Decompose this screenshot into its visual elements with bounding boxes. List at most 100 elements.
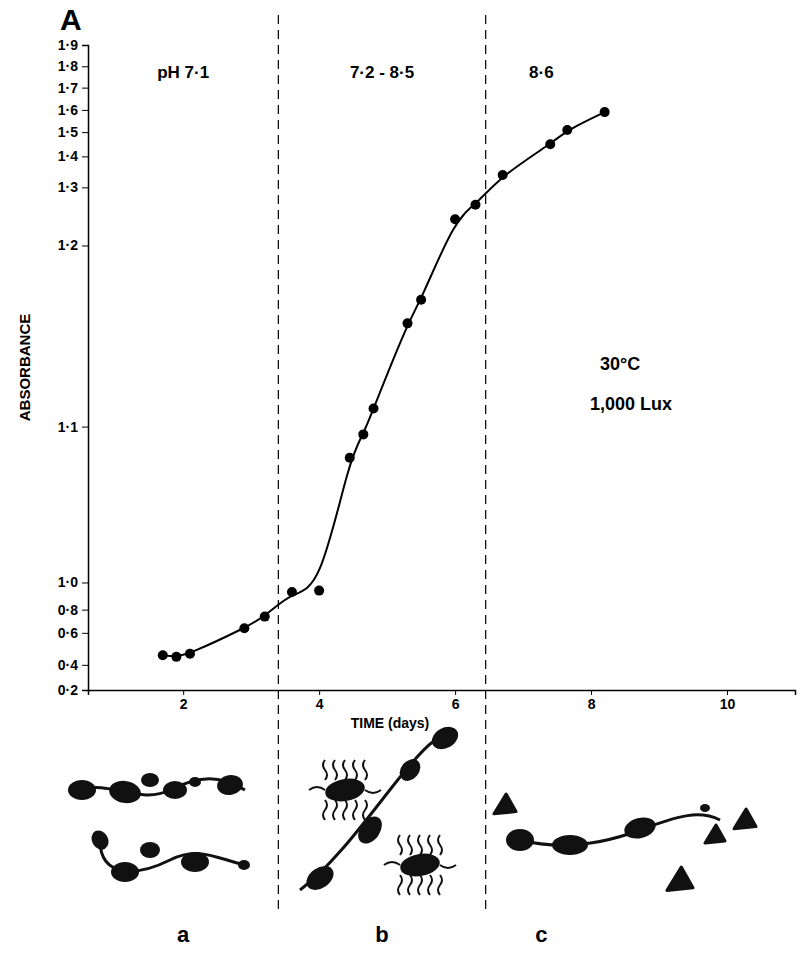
x-tick: 4 [316,690,324,712]
data-point [450,214,460,224]
cell [552,835,588,855]
y-tick-label: 0·2 [58,682,78,698]
plot-area [158,107,610,662]
flagellum [333,800,337,820]
flagellum [398,835,402,855]
cell [88,827,112,852]
y-tick-mark [82,582,88,583]
flagellum [343,800,347,820]
x-axis-title: TIME (days) [351,715,430,731]
y-tick-mark [82,88,88,89]
data-point [600,107,610,117]
y-tick-mark [82,187,88,188]
cell [141,773,159,787]
cell [700,804,710,812]
y-tick-label: 1·8 [58,58,78,74]
x-tick-label: 6 [452,696,460,712]
data-point [369,403,379,413]
y-tick: 0·6 [58,625,88,641]
flagellum [323,760,327,780]
y-axis: 0·2 0·4 0·6 0·8 1·0 1·1 1·2 1·3 1·4 1·5 1·6 1·7 1·8 1… [58,37,89,698]
y-tick-mark [82,690,88,691]
data-point [287,587,297,597]
y-tick-label: 0·8 [58,602,78,618]
flagellum [323,800,327,820]
y-tick: 1·2 [58,237,88,253]
hypha [520,815,720,845]
y-tick-mark [82,633,88,634]
y-tick: 1·5 [58,124,88,140]
data-point [562,125,572,135]
y-axis-title: ABSORBANCE [16,314,33,422]
flagellum [333,760,337,780]
cell [189,777,201,787]
flagellum [418,875,422,895]
chart: 0·2 0·4 0·6 0·8 1·0 1·1 1·2 1·3 1·4 1·5 1·6 1·7 1·8 1… [0,0,802,953]
y-tick: 1·9 [58,37,88,53]
y-tick-mark [82,66,88,67]
y-tick-label: 1·7 [58,80,78,96]
y-tick-label: 0·6 [58,625,78,641]
y-tick-mark [82,110,88,111]
y-tick-mark [82,427,88,428]
x-axis: 2 4 6 8 10 [89,690,796,712]
y-tick: 0·4 [58,657,88,673]
data-point [545,139,555,149]
data-point [260,612,270,622]
data-point [158,650,168,660]
x-tick-mark [727,690,728,695]
cell [734,809,756,829]
y-tick-label: 1·9 [58,37,78,53]
x-tick-mark [455,690,456,695]
flagellum [408,835,412,855]
cell [238,860,250,870]
data-point [498,170,508,180]
data-point [345,453,355,463]
flagellum [418,835,422,855]
y-tick-label: 1·4 [58,148,78,164]
flagellum [353,800,357,820]
y-tick-label: 1·1 [58,419,78,435]
y-tick: 0·2 [58,682,88,698]
cell [181,852,209,872]
x-tick-label: 4 [316,696,324,712]
cell [107,778,142,805]
flagellum [438,835,442,855]
cell [667,867,693,890]
flagellum [408,875,412,895]
data-point [470,200,480,210]
y-tick-mark [82,156,88,157]
y-tick-label: 1·3 [58,179,78,195]
x-tick-label: 2 [180,696,188,712]
flagellum [343,760,347,780]
y-tick-mark [82,610,88,611]
cell [163,781,187,799]
cell [494,794,516,814]
y-tick-label: 1·0 [58,574,78,590]
flagellum [353,760,357,780]
x-tick-mark [183,690,184,695]
phase-ph: 8·6 [529,63,554,82]
phase-ph: 7·2 - 8·5 [350,63,414,82]
x-tick: 10 [720,690,736,712]
cell-illustrations [68,722,756,895]
phase-divider [278,15,279,915]
annotation: 30°C [600,354,640,374]
data-point [185,649,195,659]
cell [705,825,725,843]
cell [111,862,139,882]
phase-divider [485,15,486,915]
cell [395,755,424,785]
y-tick-mark [82,132,88,133]
phase-letter: a [177,922,190,947]
phase-ph: pH 7·1 [157,63,209,82]
y-tick-mark [82,245,88,246]
x-tick: 8 [588,690,596,712]
x-tick-label: 8 [588,696,596,712]
x-tick-mark [319,690,320,695]
annotation: 1,000 Lux [590,394,672,414]
y-tick: 1·1 [58,419,88,435]
phase-letter: c [535,922,547,947]
y-tick: 1·6 [58,102,88,118]
y-tick: 1·4 [58,148,88,164]
